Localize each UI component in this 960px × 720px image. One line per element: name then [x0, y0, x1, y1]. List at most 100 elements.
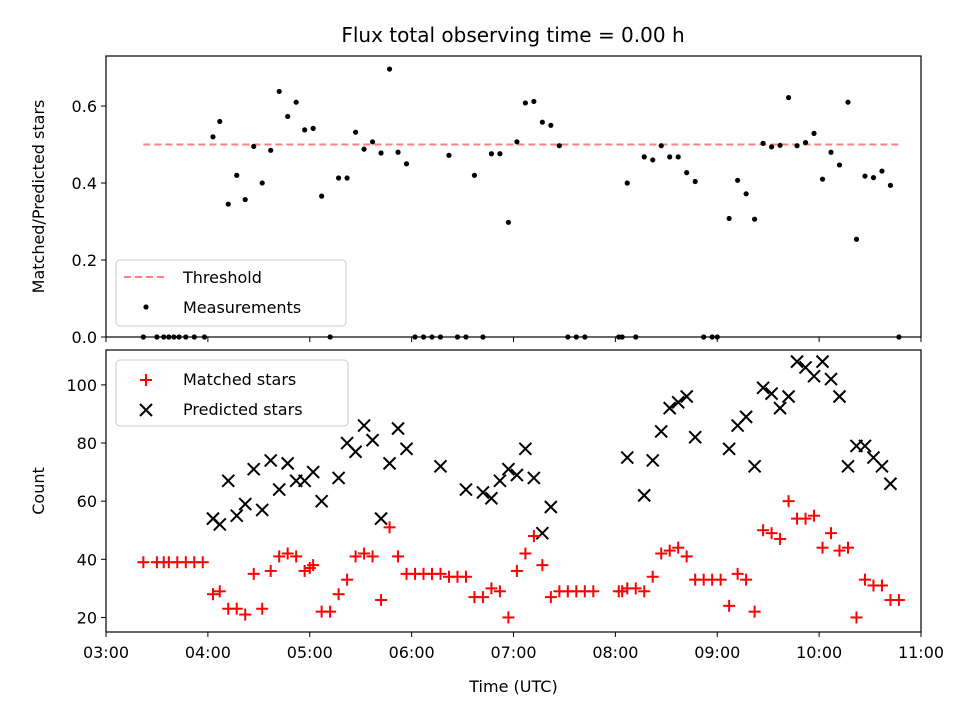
predicted-point [875, 459, 889, 473]
predicted-point [221, 474, 235, 488]
count-xtick-label: 07:00 [490, 643, 536, 662]
measurement-point [862, 173, 868, 179]
matched-point [256, 602, 269, 615]
predicted-point [331, 471, 346, 485]
matched-point [825, 527, 838, 540]
predicted-point [314, 494, 329, 508]
measurement-point [870, 175, 877, 181]
predicted-point [399, 442, 414, 456]
measurement-point [361, 146, 367, 152]
legend-matched-label: Matched stars [183, 370, 296, 389]
ratio-legend-box [115, 259, 347, 327]
measurement-point [210, 134, 216, 140]
legend-measurements-swatch [143, 304, 149, 310]
matched-point [519, 547, 532, 560]
count-xtick-label: 06:00 [389, 643, 435, 662]
predicted-point [781, 389, 796, 404]
matched-point [723, 599, 736, 612]
matched-point [349, 550, 362, 563]
measurement-point [293, 99, 299, 105]
predicted-point [790, 354, 804, 369]
matched-point [757, 524, 770, 537]
matched-point [298, 564, 311, 577]
measurement-point [692, 178, 698, 185]
count-ytick-label: 60 [77, 492, 97, 511]
matched-point [230, 602, 243, 615]
predicted-point [773, 401, 787, 415]
measurement-point [650, 157, 656, 163]
ratio-legend: Threshold Measurements [115, 259, 347, 327]
predicted-point [247, 462, 261, 476]
matched-point [434, 567, 447, 580]
ratio-ytick-label: 0.0 [72, 328, 97, 347]
ratio-ytick-label: 0.2 [72, 251, 97, 270]
measurement-point [369, 139, 376, 145]
predicted-point [348, 445, 363, 459]
chart-title: Flux total observing time = 0.00 h [341, 23, 684, 47]
predicted-point [476, 485, 490, 500]
measurement-point [344, 175, 350, 181]
matched-point [638, 585, 651, 598]
measurement-point [446, 152, 452, 158]
matched-point [808, 509, 821, 522]
matched-point [510, 564, 523, 577]
predicted-point [679, 389, 694, 404]
matched-point [502, 611, 515, 624]
matched-point [536, 559, 549, 572]
measurement-point [658, 143, 664, 149]
matched-point [273, 550, 286, 563]
matched-point [629, 582, 642, 595]
matched-point [476, 591, 489, 604]
measurement-point [539, 119, 545, 125]
predicted-point [280, 456, 295, 471]
measurement-point [276, 88, 282, 95]
predicted-point [858, 439, 872, 453]
measurement-point [302, 127, 308, 133]
predicted-point [391, 421, 405, 436]
measurement-point [811, 130, 817, 136]
measurement-point [395, 149, 401, 155]
count-ylabel: Count [29, 467, 48, 515]
measurement-point [624, 180, 630, 186]
measurement-point [785, 94, 792, 101]
matched-point [324, 605, 337, 618]
measurement-point [514, 139, 520, 145]
matched-point [680, 550, 693, 563]
count-xtick-label: 11:00 [898, 643, 944, 662]
legend-matched-swatch [140, 374, 152, 386]
predicted-point [501, 462, 516, 476]
measurement-point [310, 125, 316, 131]
predicted-point [824, 372, 838, 386]
measurement-point [684, 170, 690, 176]
matched-point [459, 570, 472, 583]
measurement-point [735, 177, 741, 183]
predicted-point [747, 459, 762, 473]
matched-point [213, 585, 226, 598]
matched-point [616, 585, 629, 598]
measurement-point [319, 193, 325, 199]
measurement-point [887, 182, 894, 188]
predicted-point [688, 430, 702, 444]
measurement-point [794, 143, 800, 149]
measurement-point [768, 144, 775, 150]
predicted-point [722, 442, 736, 456]
predicted-point [764, 386, 779, 401]
predicted-point [272, 482, 286, 497]
count-ytick-label: 100 [66, 376, 97, 395]
predicted-point [518, 442, 533, 456]
measurement-point [403, 161, 410, 167]
matched-point [264, 564, 277, 577]
legend-predicted-label: Predicted stars [183, 400, 303, 419]
matched-point [655, 547, 668, 560]
count-xtick-label: 08:00 [592, 643, 638, 662]
matched-point [740, 573, 753, 586]
measurement-point [522, 100, 528, 106]
measurement-point [777, 142, 783, 148]
matched-point [816, 541, 829, 554]
matched-point [544, 591, 557, 604]
count-axes-frame [105, 349, 922, 633]
predicted-point [238, 497, 252, 511]
measurement-point [726, 215, 732, 222]
predicted-point [357, 418, 371, 433]
